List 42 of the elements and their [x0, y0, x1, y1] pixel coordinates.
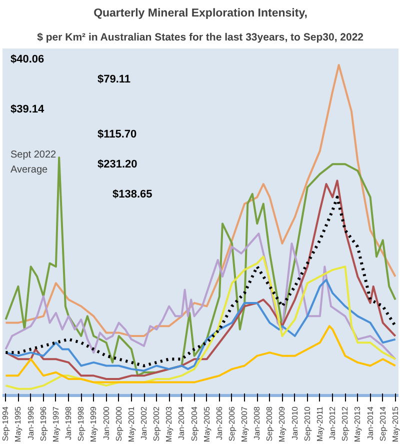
annotation: Sept 2022 — [10, 150, 57, 160]
x-tick-label: Jan-2004 — [177, 406, 186, 440]
x-tick-label: Sep-1994 — [1, 406, 10, 442]
x-tick-label: May-2007 — [240, 406, 249, 442]
x-tick-label: Sep-1996 — [38, 406, 48, 442]
x-tick-label: Jan-2008 — [252, 406, 262, 440]
annotation: $231.20 — [98, 158, 138, 170]
x-tick-label: Sep-2014 — [378, 406, 388, 442]
x-tick-label: Jan-1998 — [64, 406, 74, 440]
x-tick-label: May-2011 — [315, 406, 324, 442]
x-tick-label: Sep-2006 — [227, 406, 236, 442]
annotation: $79.11 — [98, 74, 131, 86]
x-tick-label: May-2003 — [164, 406, 174, 442]
x-tick-label: Sep-2000 — [114, 406, 124, 442]
chart-subtitle: $ per Km² in Australian States for the last 33years, to Sep30, 2022 — [37, 32, 364, 44]
annotation: $138.65 — [112, 188, 152, 200]
annotation: $40.06 — [10, 54, 44, 66]
annotation: $39.14 — [10, 104, 46, 116]
x-tick-label: Sep-2012 — [340, 406, 350, 442]
x-tick-label: Jan-1996 — [26, 406, 36, 440]
x-tick-label: May-1995 — [14, 406, 23, 442]
x-tick-label: Jan-2012 — [328, 406, 338, 440]
chart-title: Quarterly Mineral Exploration Intensity, — [94, 8, 308, 20]
x-tick-label: Jan-2010 — [290, 406, 300, 440]
x-tick-label: Sep-2010 — [302, 406, 312, 442]
x-tick-label: Jan-2014 — [366, 406, 375, 440]
annotation: $115.70 — [98, 128, 137, 140]
x-tick-label: May-2001 — [126, 406, 136, 442]
x-tick-label: May-1999 — [89, 406, 98, 442]
x-tick-label: Sep-1998 — [76, 406, 86, 442]
x-tick-label: Sep-2004 — [190, 406, 199, 442]
x-tick-label: May-2013 — [353, 406, 362, 442]
x-tick-label: May-2009 — [278, 406, 287, 442]
x-tick-label: Sep-2002 — [152, 406, 162, 442]
annotation: Average — [10, 164, 48, 176]
x-tick-label: Jan-2000 — [102, 406, 111, 440]
x-tick-label: May-2015 — [390, 406, 400, 442]
x-tick-label: Sep-2008 — [265, 406, 274, 442]
x-tick-label: Jan-2006 — [214, 406, 224, 440]
x-tick-label: May-1997 — [51, 406, 60, 442]
x-tick-label: May-2005 — [202, 406, 212, 442]
x-tick-label: Jan-2002 — [140, 406, 149, 440]
